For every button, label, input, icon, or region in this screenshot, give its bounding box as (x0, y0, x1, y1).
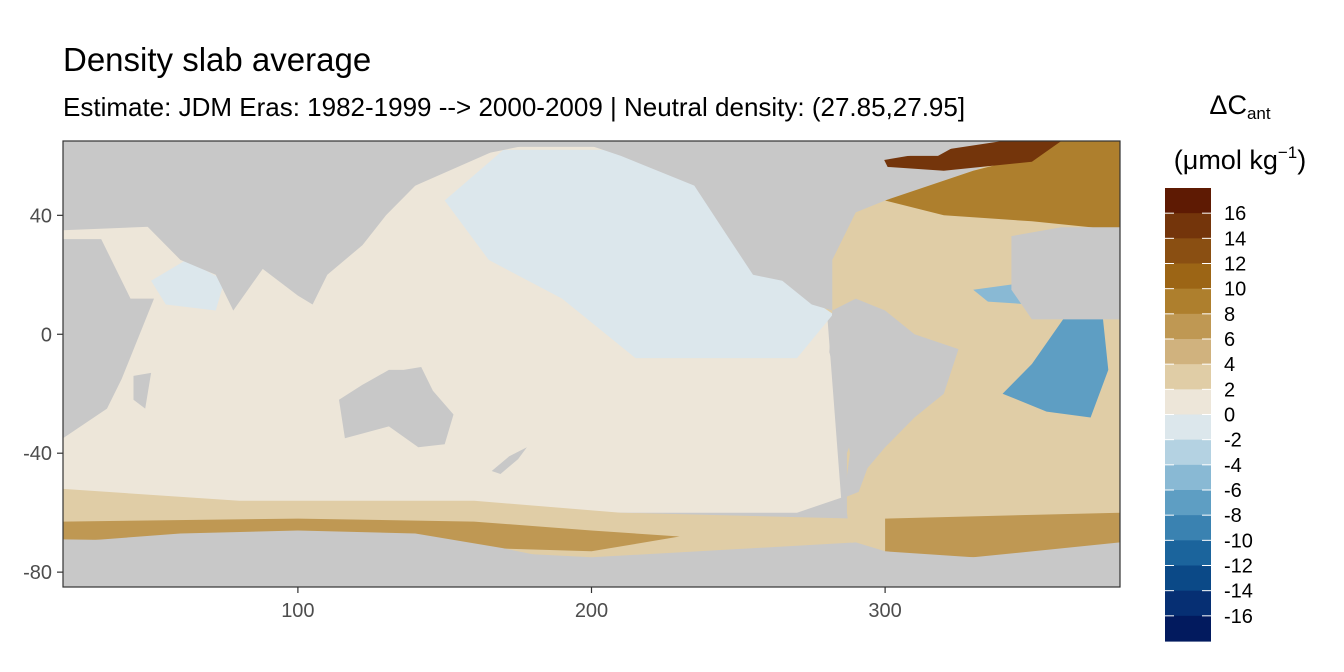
ocean-region-2 (151, 259, 225, 311)
legend-swatch-2 (1165, 238, 1211, 265)
y-tick-label-1: 0 (41, 324, 52, 346)
legend-label-7: 2 (1224, 379, 1235, 401)
legend-swatch-9 (1165, 414, 1211, 441)
land-mass-4 (133, 372, 152, 409)
legend-label-3: 10 (1224, 279, 1246, 301)
legend-swatch-11 (1165, 464, 1211, 491)
legend-label-13: -10 (1224, 530, 1253, 552)
legend-swatch-10 (1165, 439, 1211, 466)
ocean-region-6 (885, 141, 1120, 231)
legend-label-8: 0 (1224, 405, 1235, 427)
legend-swatch-8 (1165, 389, 1211, 416)
legend-label-15: -14 (1224, 581, 1253, 603)
legend-swatch-12 (1165, 490, 1211, 516)
legend-title-unit: (μmol kg−1) (1150, 136, 1330, 177)
legend-swatch-3 (1165, 263, 1211, 290)
x-tick-label-2: 300 (868, 600, 901, 622)
land-mass-3 (203, 259, 263, 311)
chart-title: Density slab average (63, 41, 372, 78)
y-tick-label-3: -80 (23, 562, 52, 584)
legend-label-10: -4 (1224, 455, 1242, 477)
legend-label-12: -8 (1224, 505, 1242, 527)
ocean-region-11 (1002, 313, 1109, 418)
legend-unit-prefix: (μmol kg (1173, 145, 1278, 175)
legend-swatch-16 (1165, 590, 1211, 617)
legend-label-16: -16 (1224, 606, 1253, 628)
color-legend: 16 14 12 10 8 6 4 2 0 -2 -4 -6 -8 -10 -12 -14 -16 (1165, 188, 1253, 642)
legend-swatch-1 (1165, 213, 1211, 239)
ocean-region-8 (885, 512, 1120, 558)
legend-label-6: 4 (1224, 354, 1235, 376)
land-mass-2 (63, 141, 548, 311)
y-tick-label-0: 40 (30, 205, 52, 227)
legend-swatch-15 (1165, 565, 1211, 592)
y-tick-label-2: -40 (23, 443, 52, 465)
land-mass-8 (885, 141, 965, 156)
land-mass-0 (63, 239, 154, 439)
land-mass-5 (339, 367, 454, 448)
legend-label-14: -12 (1224, 556, 1253, 578)
legend-swatch-0 (1165, 188, 1211, 214)
x-tick-label-0: 100 (281, 600, 314, 622)
legend-unit-superscript: −1 (1277, 143, 1298, 162)
legend-swatch-6 (1165, 339, 1211, 365)
land-mass-1 (1011, 227, 1120, 320)
legend-label-2: 12 (1224, 254, 1246, 276)
legend-swatch-7 (1165, 364, 1211, 390)
legend-label-5: 6 (1224, 329, 1235, 351)
legend-unit-suffix: ) (1297, 145, 1307, 175)
map-layer (63, 141, 1120, 587)
legend-title-subscript: ant (1246, 104, 1271, 123)
legend-label-1: 14 (1224, 228, 1246, 250)
legend-swatch-5 (1165, 313, 1211, 340)
chart-subtitle: Estimate: JDM Eras: 1982-1999 --> 2000-2… (63, 92, 966, 122)
legend-swatch-4 (1165, 288, 1211, 315)
legend-label-11: -6 (1224, 480, 1242, 502)
legend-label-9: -2 (1224, 430, 1242, 452)
x-tick-label-1: 200 (575, 600, 608, 622)
legend-swatch-13 (1165, 515, 1211, 541)
legend-swatch-14 (1165, 540, 1211, 567)
legend-label-4: 8 (1224, 304, 1235, 326)
legend-label-0: 16 (1224, 203, 1246, 225)
land-mass-6 (491, 447, 527, 474)
land-mass-7 (576, 141, 900, 311)
land-mass-9 (829, 298, 959, 498)
legend-title-main: ΔC (1209, 90, 1247, 120)
legend-title-variable: ΔCant (1150, 88, 1330, 131)
legend-swatch-17 (1165, 615, 1211, 642)
ocean-region-7 (855, 141, 1062, 171)
land-mass-10 (63, 530, 1120, 587)
